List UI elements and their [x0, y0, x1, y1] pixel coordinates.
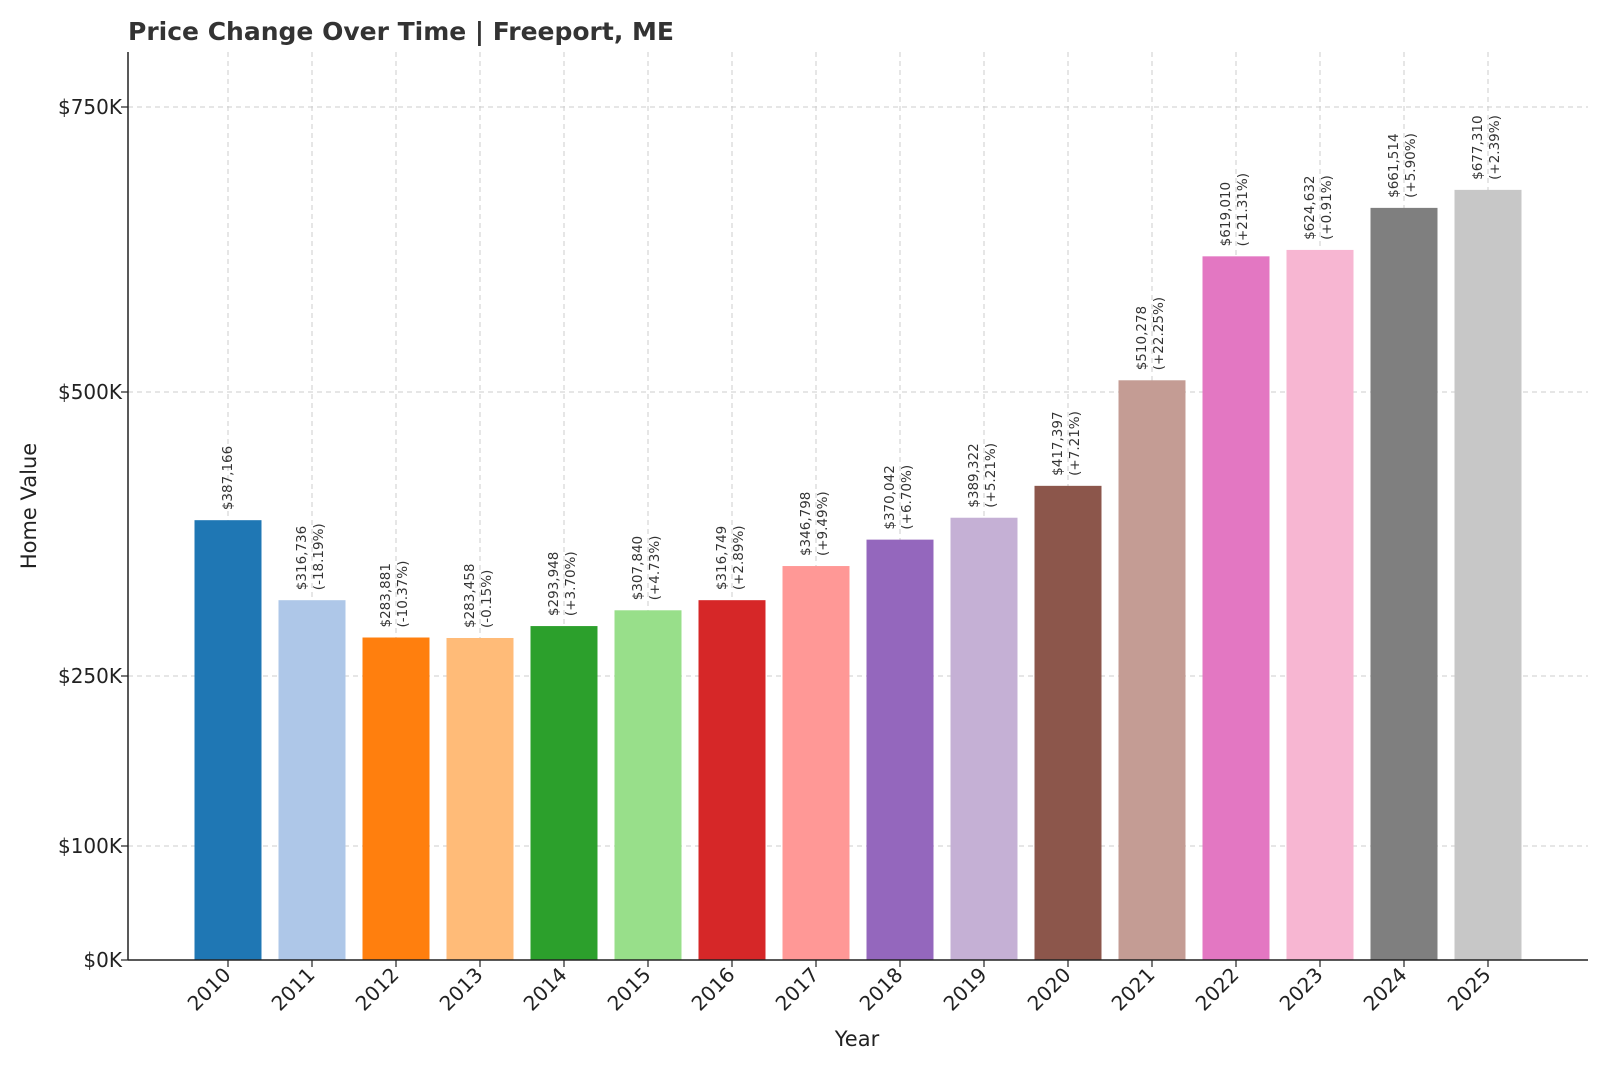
bar-change-label: (-10.37%)	[395, 561, 411, 628]
bar-change-label: (-18.19%)	[311, 523, 327, 590]
data-labels: $387,166 $316,736 (-18.19%) $283,881 (-10.37…	[220, 115, 1503, 628]
bar-change-label: (+5.21%)	[983, 443, 999, 508]
bar-2024	[1370, 207, 1438, 961]
x-tick-label: 2022	[1191, 963, 1244, 1016]
bar-2018	[866, 539, 934, 960]
bar-2023	[1286, 249, 1354, 960]
x-tick-label: 2016	[687, 963, 740, 1016]
y-tick-label: $750K	[58, 95, 123, 119]
bar-value-label: $619,010	[1218, 182, 1234, 246]
bar-change-label: (+9.49%)	[815, 491, 831, 556]
bar-value-label: $624,632	[1302, 175, 1318, 239]
bar-value-label: $370,042	[882, 465, 898, 529]
bar-change-label: (+21.31%)	[1235, 173, 1251, 246]
x-tick-label: 2014	[519, 963, 572, 1016]
bar-2010	[194, 520, 262, 960]
x-tick-label: 2010	[183, 963, 236, 1016]
bar-value-label: $293,948	[546, 552, 562, 616]
x-tick-label: 2019	[939, 963, 992, 1016]
bar-value-label: $346,798	[798, 492, 814, 556]
chart-title: Price Change Over Time | Freeport, ME	[128, 17, 674, 46]
x-tick-label: 2013	[435, 963, 488, 1016]
bar-change-label: (+0.91%)	[1319, 175, 1335, 240]
x-tick-label: 2012	[351, 963, 404, 1016]
bar-value-label: $417,397	[1050, 411, 1066, 475]
bar-2022	[1202, 256, 1270, 960]
bar-value-label: $316,749	[714, 526, 730, 590]
x-tick-label: 2025	[1443, 963, 1496, 1016]
bar-change-label: (+6.70%)	[899, 465, 915, 530]
bar-value-label: $283,881	[378, 563, 394, 627]
bar-change-label: (+7.21%)	[1067, 411, 1083, 476]
bar-2025	[1454, 189, 1522, 961]
bar-value-label: $661,514	[1386, 133, 1402, 197]
y-tick-label: $250K	[58, 664, 123, 688]
x-tick-label: 2017	[771, 963, 824, 1016]
bar-2013	[446, 637, 514, 960]
bar-change-label: (+3.70%)	[563, 551, 579, 616]
y-tick-label: $500K	[58, 380, 123, 404]
x-tick-label: 2015	[603, 963, 656, 1016]
x-tick-label: 2021	[1107, 963, 1160, 1016]
bar-2020	[1034, 485, 1102, 960]
y-axis-label: Home Value	[17, 443, 41, 569]
bar-value-label: $387,166	[220, 446, 236, 510]
bar-2019	[950, 517, 1018, 960]
bar-value-label: $283,458	[462, 564, 478, 628]
bar-change-label: (-0.15%)	[479, 570, 495, 628]
bars	[194, 189, 1522, 961]
x-tick-label: 2018	[855, 963, 908, 1016]
bar-value-label: $307,840	[630, 536, 646, 600]
x-tick-label: 2011	[267, 963, 320, 1016]
y-tick-label: $100K	[58, 834, 123, 858]
y-ticks: $0K $100K $250K $500K $750K	[58, 95, 128, 972]
grid	[128, 52, 1588, 960]
bar-2014	[530, 626, 598, 960]
bar-value-label: $389,322	[966, 443, 982, 507]
x-tick-label: 2020	[1023, 963, 1076, 1016]
bar-value-label: $316,736	[294, 526, 310, 590]
bar-change-label: (+22.25%)	[1151, 297, 1167, 370]
bar-change-label: (+2.89%)	[731, 525, 747, 590]
bar-change-label: (+5.90%)	[1403, 133, 1419, 198]
axes	[127, 52, 1588, 961]
x-ticks: 2010 2011 2012 2013 2014 2015 2016 2017 2018 2019…	[183, 960, 1496, 1016]
bar-2015	[614, 610, 682, 960]
bar-2017	[782, 566, 850, 960]
bar-value-label: $677,310	[1470, 115, 1486, 179]
bar-change-label: (+2.39%)	[1487, 115, 1503, 180]
x-axis-label: Year	[834, 1027, 880, 1051]
bar-change-label: (+4.73%)	[647, 536, 663, 601]
x-tick-label: 2023	[1275, 963, 1328, 1016]
y-tick-label: $0K	[83, 948, 122, 972]
x-tick-label: 2024	[1359, 963, 1412, 1016]
bar-2012	[362, 637, 430, 960]
bar-2011	[278, 600, 346, 960]
bar-2021	[1118, 380, 1186, 960]
bar-value-label: $510,278	[1134, 306, 1150, 370]
bar-2016	[698, 600, 766, 960]
